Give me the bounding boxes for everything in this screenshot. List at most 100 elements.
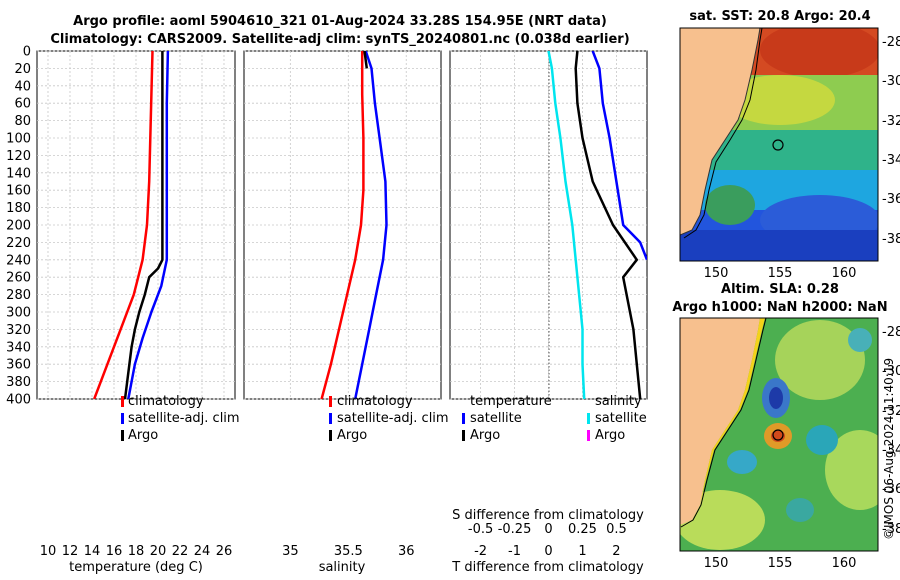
y-tick-label: 320 [6,323,31,338]
sst-lat-labels: -28 -30 -32 -34 -36 -38 [882,35,900,247]
x-tick-label: 10 [40,544,57,559]
y-tick-label: 80 [14,114,31,129]
x-tick-label: 2 [612,544,620,559]
difference-legend-salinity: salinity satellite Argo [587,394,647,443]
s-tick-label: 0 [544,522,552,537]
lat-tick-label: -32 [882,404,900,419]
legend-argo-label: Argo [337,428,367,443]
lat-tick-label: -32 [882,114,900,129]
sla-low-2 [727,450,757,474]
series-line-argo [363,51,369,69]
temperature-tick-labels: 10 12 14 16 18 20 22 24 26 [40,544,233,559]
temperature-legend: climatology satellite-adj. clim Argo [121,394,240,443]
legend-s-argo-label: Argo [595,428,625,443]
y-tick-label: 160 [6,184,31,199]
lat-tick-label: -34 [882,443,900,458]
legend-satellite-label: satellite-adj. clim [337,411,449,426]
lat-tick-label: -36 [882,482,900,497]
y-tick-label: 20 [14,62,31,77]
depth-tick-labels: 0 20 40 60 80 100 120 140 160 180 200 220 240 260 280 3… [6,45,31,408]
sla-argo-marker [772,429,784,441]
sla-lon-labels: 150 155 160 [704,556,857,571]
s-axis-background [452,508,645,536]
y-tick-label: 200 [6,219,31,234]
lat-tick-label: -36 [882,192,900,207]
legend-t-satellite-label: satellite [470,411,522,426]
legend-s-argo-swatch [587,430,590,441]
sst-argo-marker [772,139,784,151]
x-tick-label: 35.5 [334,544,363,559]
y-tick-label: 360 [6,358,31,373]
sla-map: -28 -30 -32 -34 -36 -38 150 155 160 [679,317,900,571]
imos-credit: ©IMOS 06-Aug-2024 11:40:19 [882,357,896,540]
legend-argo-swatch [329,430,332,441]
legend-s-satellite-swatch [587,413,590,424]
sst-map: -28 -30 -32 -34 -36 -38 150 155 160 [679,27,900,281]
legend-t-argo-swatch [462,430,465,441]
lat-tick-label: -38 [882,522,900,537]
series-line-satellite-adj-clim [127,51,170,399]
legend-climatology-label: climatology [337,394,413,409]
sla-land [680,318,760,525]
x-tick-label: 14 [84,544,101,559]
series-line-t-argo [574,51,642,399]
salinity-tick-labels: 35 35.5 36 [282,544,414,559]
temperature-grid [37,50,235,400]
figure-title-line-2: Climatology: CARS2009. Satellite-adj cli… [50,32,630,47]
temperature-xlabel: temperature (deg C) [69,560,203,575]
x-tick-label: 36 [398,544,415,559]
x-tick-label: 1 [578,544,586,559]
sla-map-title-2: Argo h1000: NaN h2000: NaN [672,300,888,315]
x-tick-label: 20 [150,544,167,559]
difference-grid [450,50,647,400]
sla-yellow-green-2 [825,430,878,510]
y-tick-label: 40 [14,79,31,94]
series-line-t-satellite [547,51,586,399]
y-tick-label: 100 [6,132,31,147]
x-tick-label: 35 [282,544,299,559]
lon-tick-label: 155 [768,266,793,281]
lat-tick-label: -38 [882,232,900,247]
lat-tick-label: -28 [882,325,900,340]
s-tick-label: -0.5 [468,522,493,537]
y-tick-label: 140 [6,166,31,181]
x-tick-label: -1 [508,544,521,559]
x-tick-label: 16 [106,544,123,559]
s-difference-tick-labels: -0.5 -0.25 0 0.25 0.5 [468,522,627,537]
salinity-panel: 35 35.5 36 salinity climatology satellite-… [243,50,449,575]
series-line-climatology [320,51,365,399]
lon-tick-label: 150 [704,266,729,281]
lon-tick-label: 160 [832,556,857,571]
y-tick-label: 400 [6,393,31,408]
sla-yellow-green-1 [775,320,865,400]
sst-isobath [683,28,763,239]
lat-tick-label: -28 [882,35,900,50]
x-tick-label: 26 [216,544,233,559]
sla-low-5 [848,328,872,352]
series-line-argo [123,51,164,399]
y-tick-label: 340 [6,340,31,355]
salinity-lines [320,51,388,399]
x-tick-label: 24 [194,544,211,559]
legend-salinity-title: salinity [595,394,642,409]
legend-satellite-swatch [329,413,332,424]
sla-lat-labels: -28 -30 -32 -34 -36 -38 [882,325,900,537]
lat-tick-label: -30 [882,74,900,89]
y-tick-label: 220 [6,236,31,251]
y-tick-label: 380 [6,375,31,390]
y-tick-label: 180 [6,201,31,216]
x-tick-label: 0 [544,544,552,559]
s-tick-label: -0.25 [498,522,532,537]
y-tick-label: 120 [6,149,31,164]
y-tick-label: 280 [6,288,31,303]
sla-low-3 [806,425,838,455]
sst-map-title: sat. SST: 20.8 Argo: 20.4 [689,9,871,24]
salinity-legend: climatology satellite-adj. clim Argo [329,394,449,443]
lat-tick-label: -30 [882,364,900,379]
sla-map-title-1: Altim. SLA: 0.28 [721,282,839,297]
series-line-s-satellite [591,51,647,261]
legend-t-argo-label: Argo [470,428,500,443]
difference-lines [547,51,647,399]
lon-tick-label: 155 [768,556,793,571]
legend-satellite-label: satellite-adj. clim [128,411,240,426]
